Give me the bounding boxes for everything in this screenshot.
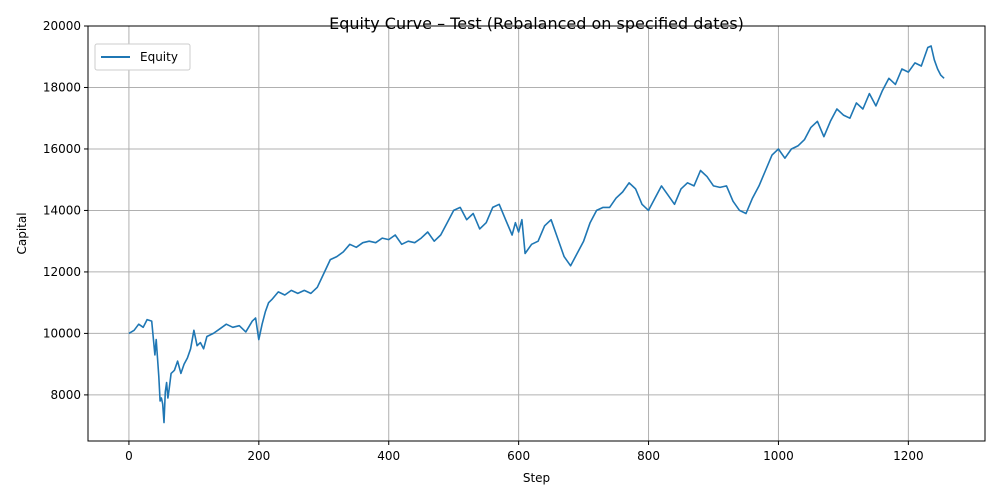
series-line-equity [128, 45, 945, 424]
x-axis-label: Step [523, 471, 550, 485]
x-tick-label: 800 [637, 449, 660, 463]
y-tick-label: 16000 [43, 142, 81, 156]
legend: Equity [94, 43, 191, 71]
chart-title: Equity Curve – Test (Rebalanced on speci… [329, 14, 744, 33]
x-tick-label: 600 [507, 449, 530, 463]
y-axis: 8000 10000 12000 14000 16000 18000 20000 [43, 19, 88, 402]
y-tick-label: 14000 [43, 203, 81, 217]
x-tick-label: 400 [377, 449, 400, 463]
x-tick-label: 1000 [763, 449, 794, 463]
legend-box [94, 43, 191, 71]
y-axis-label: Capital [15, 212, 29, 254]
y-tick-label: 12000 [43, 265, 81, 279]
legend-label-equity: Equity [140, 50, 178, 64]
x-tick-label: 0 [125, 449, 133, 463]
series-layer [128, 45, 945, 424]
x-tick-label: 1200 [893, 449, 924, 463]
x-axis: 0 200 400 600 800 1000 1200 [125, 441, 924, 463]
y-tick-label: 10000 [43, 326, 81, 340]
y-tick-label: 8000 [50, 388, 81, 402]
x-tick-label: 200 [247, 449, 270, 463]
y-tick-label: 20000 [43, 19, 81, 33]
y-tick-label: 18000 [43, 80, 81, 94]
plot-frame [87, 25, 986, 442]
